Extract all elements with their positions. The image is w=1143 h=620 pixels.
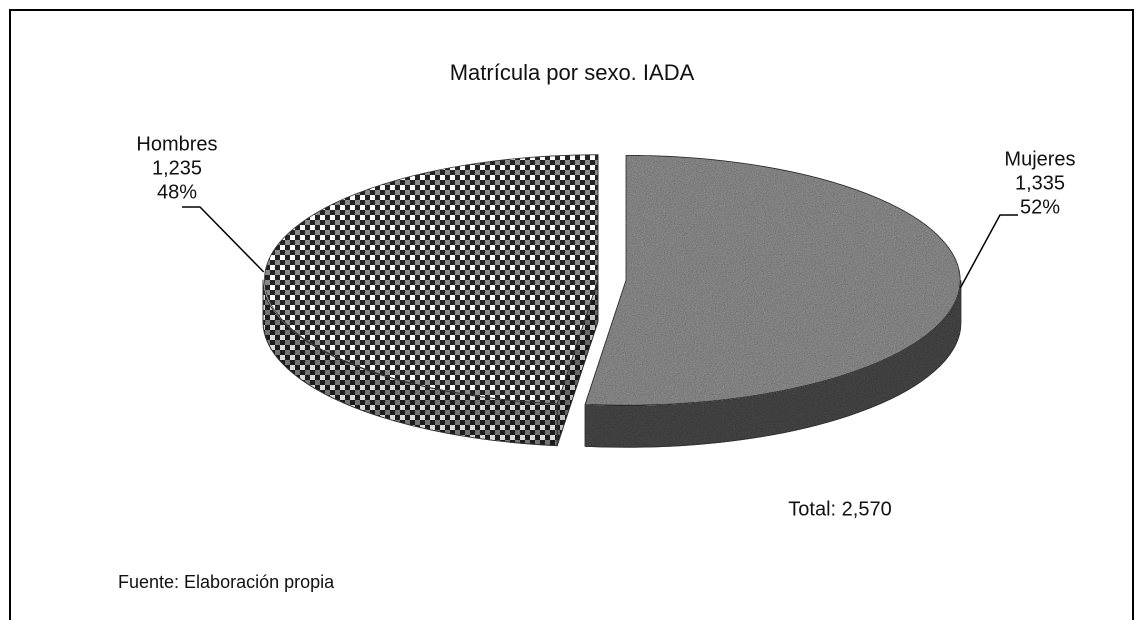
slice-top bbox=[264, 154, 599, 405]
legend-label: Hombres bbox=[136, 133, 217, 155]
leader-line bbox=[959, 214, 1018, 289]
leader-line bbox=[182, 206, 265, 273]
slice-top bbox=[584, 154, 961, 406]
percent-label: 48% bbox=[157, 181, 197, 203]
slice bbox=[584, 154, 962, 448]
frame bbox=[9, 9, 1134, 620]
legend-label: Mujeres bbox=[1004, 148, 1075, 170]
data-label: 1,335 bbox=[1015, 172, 1065, 194]
data-label: 1,235 bbox=[152, 157, 202, 179]
annotation: Total: 2,570 bbox=[788, 498, 891, 520]
chart-title: Matrícula por sexo. IADA bbox=[450, 60, 695, 85]
source: Fuente: Elaboración propia bbox=[118, 572, 335, 592]
slice bbox=[262, 154, 599, 447]
percent-label: 52% bbox=[1020, 196, 1060, 218]
